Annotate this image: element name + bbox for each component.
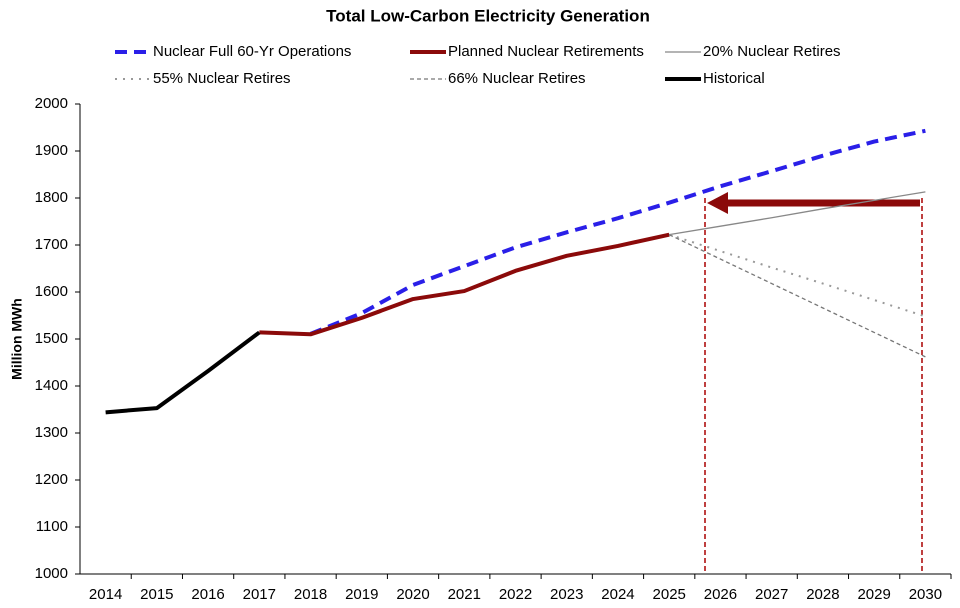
series-line <box>309 128 926 336</box>
x-tick-label: 2021 <box>448 586 481 603</box>
y-tick-label: 1000 <box>35 565 68 582</box>
y-tick-label: 1600 <box>35 283 68 300</box>
legend-label: Nuclear Full 60-Yr Operations <box>153 43 351 60</box>
x-tick-label: 2025 <box>653 586 686 603</box>
y-tick-label: 1100 <box>36 518 68 535</box>
y-tick-label: 2000 <box>35 95 68 112</box>
x-tick-label: 2027 <box>755 586 788 603</box>
x-tick-label: 2018 <box>294 586 327 603</box>
legend-label: 20% Nuclear Retires <box>703 43 841 60</box>
series-line <box>105 330 261 415</box>
x-tick-label: 2015 <box>140 586 173 603</box>
annotation-arrow <box>704 192 923 574</box>
y-tick-label: 1800 <box>35 189 68 206</box>
legend-label: Planned Nuclear Retirements <box>448 43 644 60</box>
y-tick-label: 1900 <box>35 142 68 159</box>
y-tick-label: 1400 <box>35 377 68 394</box>
y-axis-label: Million MWh <box>9 298 25 380</box>
x-tick-label: 2019 <box>345 586 378 603</box>
legend-label: 66% Nuclear Retires <box>448 70 586 87</box>
y-tick-label: 1500 <box>35 330 68 347</box>
y-tick-label: 1700 <box>35 236 68 253</box>
x-tick-label: 2020 <box>396 586 429 603</box>
x-tick-label: 2014 <box>89 586 122 603</box>
x-tick-label: 2016 <box>191 586 224 603</box>
series-line <box>668 234 926 358</box>
arrow-head <box>707 192 728 214</box>
x-tick-label: 2024 <box>601 586 634 603</box>
x-tick-label: 2030 <box>909 586 942 603</box>
x-tick-label: 2017 <box>243 586 276 603</box>
legend-label: Historical <box>703 70 765 87</box>
x-tick-label: 2023 <box>550 586 583 603</box>
legend-label: 55% Nuclear Retires <box>153 70 291 87</box>
y-tick-label: 1300 <box>35 424 68 441</box>
series-line <box>669 191 926 236</box>
chart-title: Total Low-Carbon Electricity Generation <box>326 6 650 25</box>
x-tick-label: 2022 <box>499 586 532 603</box>
series-line <box>259 232 670 337</box>
x-tick-label: 2029 <box>857 586 890 603</box>
y-tick-label: 1200 <box>35 471 68 488</box>
x-tick-label: 2026 <box>704 586 737 603</box>
series-line <box>668 233 926 318</box>
x-tick-label: 2028 <box>806 586 839 603</box>
